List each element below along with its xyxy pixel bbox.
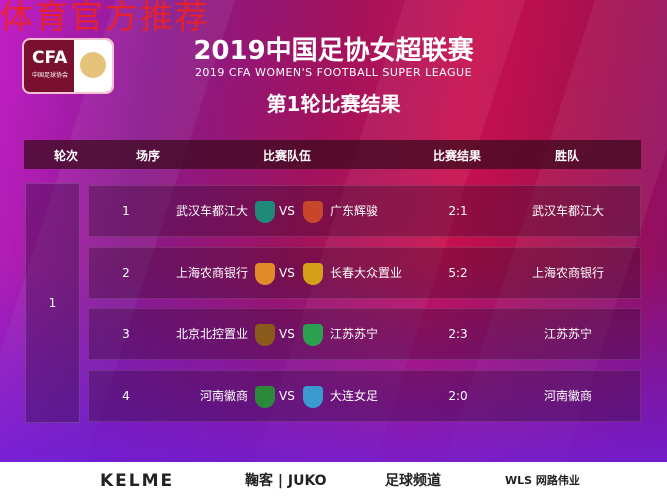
table-row: 3 北京北控置业 VS 江苏苏宁 2:3 江苏苏宁 [88,308,641,360]
round-title: 第1轮比赛结果 [266,92,401,116]
winner-team: 武汉车都江大 [531,204,605,218]
vs-label: VS [279,389,295,403]
match-number: 2 [122,266,130,280]
home-team: 河南徽商 [199,389,248,403]
home-team: 上海农商银行 [175,266,248,280]
winner-team: 上海农商银行 [531,266,605,280]
round-cell: 1 [25,183,80,423]
match-number: 1 [122,204,130,218]
home-team-badge-icon [255,324,275,346]
away-team: 大连女足 [330,389,379,403]
watermark: 体育官方推荐 [0,0,210,36]
logo-subtext: 中国足球协会 [32,72,69,79]
table-row: 1 武汉车都江大 VS 广东辉骏 2:1 武汉车都江大 [88,185,641,237]
sponsor-wls: WLS 网路伟业 [505,474,580,487]
away-team: 广东辉骏 [330,204,379,218]
winner-team: 河南徽商 [543,389,593,403]
match-number: 3 [122,327,130,341]
vs-label: VS [279,266,295,280]
page-title: 2019中国足协女超联赛 [193,36,474,66]
match-score: 2:3 [448,327,468,341]
home-team-badge-icon [255,201,275,223]
winner-team: 江苏苏宁 [543,327,593,341]
home-team: 北京北控置业 [175,327,248,341]
cfa-logo: CFA 中国足球协会 [22,38,114,94]
col-round: 轮次 [54,149,79,163]
table-header: 轮次 场序 比赛队伍 比赛结果 胜队 [24,140,641,169]
away-team: 江苏苏宁 [330,327,379,341]
home-team-badge-icon [255,263,275,285]
col-winner: 胜队 [554,149,580,163]
col-result: 比赛结果 [432,149,482,163]
ball-icon [74,40,112,92]
home-team: 武汉车都江大 [175,204,248,218]
match-number: 4 [122,389,130,403]
sponsor-kelme: KELME [100,471,175,491]
page-subtitle: 2019 CFA WOMEN'S FOOTBALL SUPER LEAGUE [194,66,473,79]
away-team-badge-icon [303,386,323,408]
match-score: 2:1 [448,204,468,218]
away-team: 长春大众置业 [330,266,403,280]
col-match: 场序 [135,149,161,163]
sponsor-juko: 鞠客 | JUKO [245,473,327,489]
sponsor-bar: KELME 鞠客 | JUKO 足球频道 WLS 网路伟业 [0,462,667,500]
match-score: 5:2 [448,266,468,280]
col-teams: 比赛队伍 [262,149,312,163]
match-score: 2:0 [448,389,468,403]
vs-label: VS [279,327,295,341]
away-team-badge-icon [303,324,323,346]
logo-text: CFA [32,48,68,68]
table-row: 2 上海农商银行 VS 长春大众置业 5:2 上海农商银行 [88,247,641,299]
table-row: 4 河南徽商 VS 大连女足 2:0 河南徽商 [88,370,641,422]
background [0,0,667,462]
away-team-badge-icon [303,263,323,285]
home-team-badge-icon [255,386,275,408]
away-team-badge-icon [303,201,323,223]
sponsor-ftv: 足球频道 [385,473,441,489]
vs-label: VS [279,204,295,218]
